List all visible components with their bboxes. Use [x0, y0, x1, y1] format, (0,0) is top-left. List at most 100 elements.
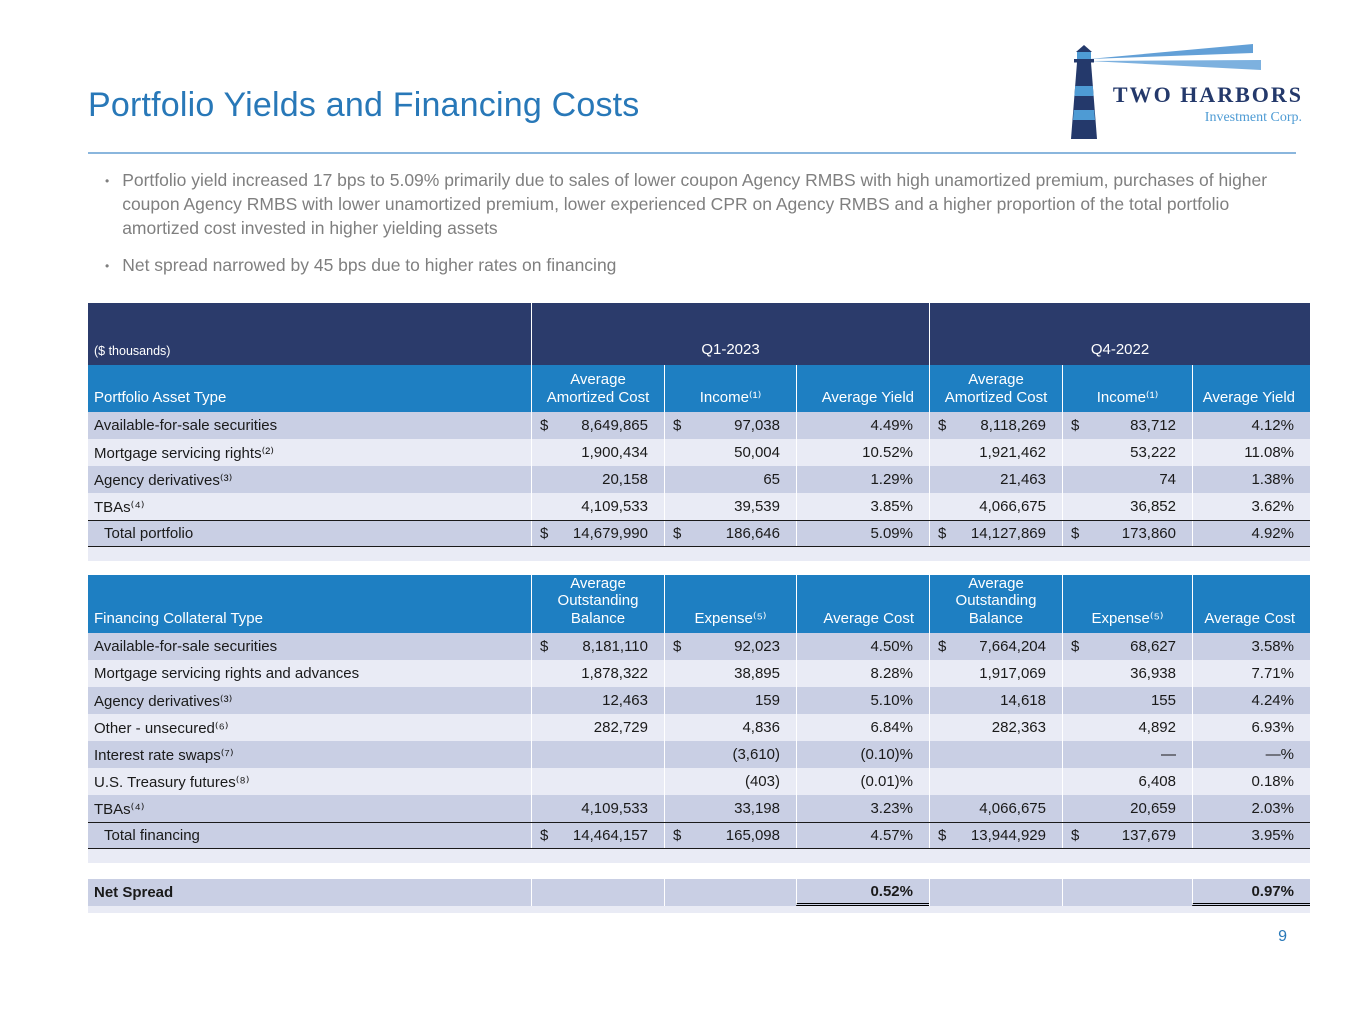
value-text: 4,109,533 [581, 498, 648, 515]
dollar-sign: $ [938, 827, 947, 844]
spacer-row [88, 849, 1310, 863]
cell-value: 50,004 [664, 439, 796, 466]
bullet-item: • Portfolio yield increased 17 bps to 5.… [105, 168, 1290, 240]
row-mortgage-servicing-rights: Mortgage servicing rights⁽²⁾ 1,900,434 50,… [88, 439, 1310, 466]
value-text: 39,539 [734, 498, 780, 515]
column-header: Average Yield [796, 365, 929, 412]
financing-column-header-row: Financing Collateral Type Average Outsta… [88, 575, 1310, 634]
value-text: 6.84% [870, 719, 913, 736]
value-text: 50,004 [734, 444, 780, 461]
cell-value: 1,917,069 [929, 660, 1062, 687]
column-header: Average Amortized Cost [531, 365, 664, 412]
cell-value: 38,895 [664, 660, 796, 687]
empty-cell [664, 879, 796, 906]
value-text: 8,649,865 [581, 417, 648, 434]
cell-value: 3.85% [796, 493, 929, 520]
cell-value: 74 [1062, 466, 1192, 493]
value-text: 97,038 [734, 417, 780, 434]
cell-value: 0.18% [1192, 768, 1310, 795]
dollar-sign: $ [673, 638, 682, 655]
cell-value: 3.95% [1192, 823, 1310, 848]
net-spread-q1-value: 0.52% [870, 882, 913, 900]
portfolio-asset-type-header: Portfolio Asset Type [94, 388, 227, 406]
value-text: 4,066,675 [979, 800, 1046, 817]
value-text: 74 [1159, 471, 1176, 488]
value-text: 5.10% [870, 692, 913, 709]
cell-value: 20,158 [531, 466, 664, 493]
row-label: Available-for-sale securities [94, 417, 278, 434]
value-text: 8.28% [870, 665, 913, 682]
dollar-sign: $ [540, 638, 549, 655]
value-text: 3.95% [1251, 827, 1294, 844]
cell-value: $8,181,110 [531, 633, 664, 660]
portfolio-rows: Available-for-sale securities $8,649,865 $… [88, 412, 1310, 547]
cell-value: 3.62% [1192, 493, 1310, 520]
bullet-text: Net spread narrowed by 45 bps due to hig… [122, 255, 617, 276]
row-label: TBAs⁽⁴⁾ [94, 498, 145, 516]
row-label: Interest rate swaps⁽⁷⁾ [94, 746, 234, 764]
value-text: 14,618 [1000, 692, 1046, 709]
cell-value: —% [1192, 741, 1310, 768]
value-text: 21,463 [1000, 471, 1046, 488]
row-available-for-sale-securities: Available-for-sale securities $8,181,110 $… [88, 633, 1310, 660]
yields-and-financing-table: ($ thousands) Q1-2023 Q4-2022 Portfolio … [88, 303, 1310, 913]
company-logo: TWO HARBORS Investment Corp. [1063, 44, 1303, 139]
value-text: (3,610) [732, 746, 780, 763]
value-text: (0.10)% [860, 746, 913, 763]
spacer-row [88, 863, 1310, 879]
bullet-list: • Portfolio yield increased 17 bps to 5.… [105, 168, 1290, 291]
value-text: 4,066,675 [979, 498, 1046, 515]
net-spread-row: Net Spread 0.52% 0.97% [88, 879, 1310, 906]
value-text: 3.85% [870, 498, 913, 515]
row-label: Total portfolio [104, 525, 194, 542]
value-text: 1,917,069 [979, 665, 1046, 682]
column-header: Income⁽¹⁾ [1062, 365, 1192, 412]
empty-cell [1062, 879, 1192, 906]
column-header: Expense⁽⁵⁾ [664, 575, 796, 634]
cell-value: 4,066,675 [929, 795, 1062, 822]
period-header-row: ($ thousands) Q1-2023 Q4-2022 [88, 303, 1310, 365]
value-text: 155 [1150, 692, 1176, 709]
cell-value: 3.58% [1192, 633, 1310, 660]
row-label: Mortgage servicing rights⁽²⁾ [94, 444, 274, 462]
value-text: 2.03% [1251, 800, 1294, 817]
value-text: — [1161, 746, 1176, 763]
row-interest-rate-swaps: Interest rate swaps⁽⁷⁾ (3,610) (0.10)% — —% [88, 741, 1310, 768]
column-header: Expense⁽⁵⁾ [1062, 575, 1192, 634]
cell-value: 155 [1062, 687, 1192, 714]
value-text: 7,664,204 [979, 638, 1046, 655]
row-mortgage-servicing-rights-and-advances: Mortgage servicing rights and advances 1,… [88, 660, 1310, 687]
value-text: 4.12% [1251, 417, 1294, 434]
row-total-financing: Total financing $14,464,157 $165,098 4.57% $… [88, 822, 1310, 849]
cell-value: 5.09% [796, 521, 929, 546]
cell-value: (3,610) [664, 741, 796, 768]
cell-value: 1,878,322 [531, 660, 664, 687]
row-agency-derivatives: Agency derivatives⁽³⁾ 12,463 159 5.10% 14,61… [88, 687, 1310, 714]
dollar-sign: $ [540, 525, 549, 542]
value-text: 92,023 [734, 638, 780, 655]
cell-value: 39,539 [664, 493, 796, 520]
value-text: 33,198 [734, 800, 780, 817]
value-text: 186,646 [725, 525, 780, 542]
value-text: —% [1265, 746, 1294, 763]
value-text: 8,181,110 [582, 638, 648, 655]
cell-value: — [1062, 741, 1192, 768]
cell-value: 33,198 [664, 795, 796, 822]
cell-value: 21,463 [929, 466, 1062, 493]
cell-value [929, 741, 1062, 768]
cell-value: 20,659 [1062, 795, 1192, 822]
row-label: Available-for-sale securities [94, 638, 278, 655]
row-label: TBAs⁽⁴⁾ [94, 800, 145, 818]
portfolio-column-header-row: Portfolio Asset Type Average Amortized C… [88, 365, 1310, 412]
cell-value: $8,118,269 [929, 412, 1062, 439]
value-text: 65 [763, 471, 780, 488]
logo-company-name: TWO HARBORS [1112, 82, 1303, 107]
value-text: 38,895 [734, 665, 780, 682]
value-text: 159 [754, 692, 780, 709]
row-label: Agency derivatives⁽³⁾ [94, 692, 233, 710]
cell-value: 4.12% [1192, 412, 1310, 439]
title-divider [88, 152, 1296, 154]
spacer-row [88, 906, 1310, 913]
value-text: 4,109,533 [581, 800, 648, 817]
column-header: Average Outstanding Balance [531, 575, 664, 634]
